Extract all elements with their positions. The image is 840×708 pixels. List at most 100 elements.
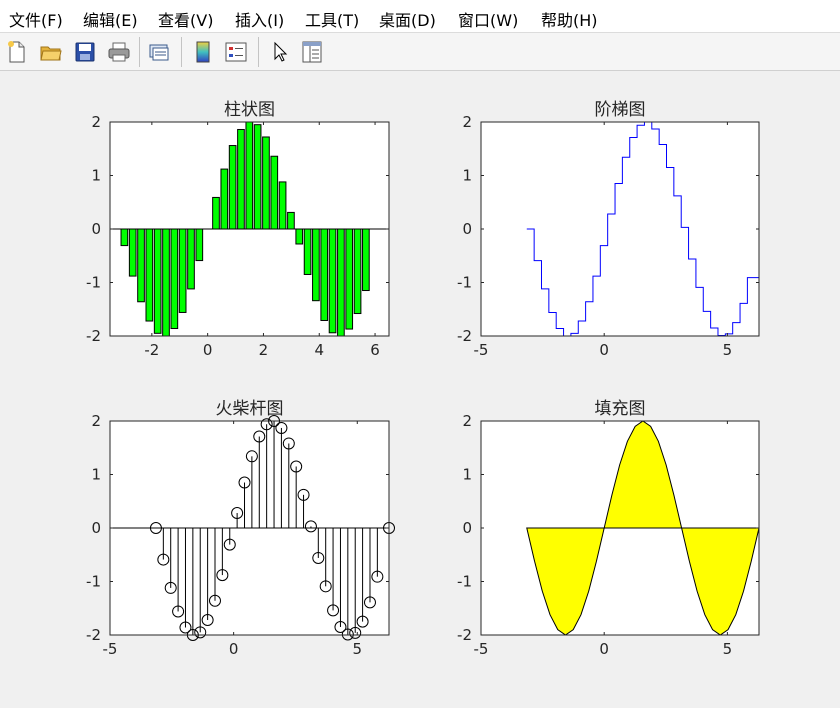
stem-marker — [312, 551, 325, 564]
menu-insert[interactable]: 插入(I) — [235, 11, 285, 30]
bar-mark — [153, 228, 162, 334]
insert-legend-button[interactable] — [222, 38, 250, 66]
stem-marker — [231, 507, 244, 520]
bar-mark — [287, 211, 295, 230]
bar-mark — [245, 122, 254, 230]
stairs-series — [526, 122, 759, 336]
figure-plots: -2 0 2 4 6 -2 -1 0 1 2 柱状图 -5 0 5 -2 -1 0 1 2 阶梯图 -5 0 5 -2 -1 0 1… — [86, 100, 760, 658]
stem-marker — [149, 522, 162, 534]
subplot-4: -5 0 5 -2 -1 0 1 2 填充图 — [457, 399, 760, 658]
bar-mark — [353, 228, 362, 315]
y-tick-label: -1 — [86, 573, 101, 591]
edit-plot-button[interactable] — [266, 38, 294, 66]
x-tick-label: -5 — [103, 640, 118, 658]
y-tick-label: -1 — [457, 274, 472, 292]
stem-marker — [349, 626, 362, 639]
menu-desktop[interactable]: 桌面(D) — [379, 11, 436, 30]
y-tick-label: 1 — [462, 167, 472, 185]
stem-marker — [260, 418, 273, 431]
insert-colorbar-button[interactable] — [189, 38, 217, 66]
menu-tools[interactable]: 工具(T) — [305, 11, 360, 30]
open-file-button[interactable] — [37, 38, 65, 66]
open-folder-icon — [40, 46, 62, 61]
toolbar-separator — [258, 37, 259, 67]
menu-bar: 文件(F) 编辑(E) 查看(V) 插入(I) 工具(T) 桌面(D) 窗口(W… — [0, 0, 840, 33]
y-tick-label: 0 — [462, 220, 472, 238]
stem-marker — [297, 488, 310, 501]
plot-content — [526, 421, 759, 635]
bar-mark — [328, 228, 337, 334]
bar-mark — [162, 228, 170, 336]
stem-marker — [371, 570, 384, 583]
x-tick-label: 6 — [370, 341, 380, 359]
colorbar-icon — [196, 41, 210, 63]
x-tick-label: 2 — [259, 341, 269, 359]
toolbar-separator — [181, 37, 182, 67]
chart-title: 填充图 — [595, 399, 646, 419]
stem-marker — [341, 628, 354, 641]
x-tick-label: -2 — [144, 341, 159, 359]
y-tick-label: 2 — [91, 412, 101, 430]
stem-marker — [172, 605, 185, 618]
bar-mark — [320, 228, 329, 321]
x-tick-label: 5 — [723, 640, 733, 658]
legend-icon — [225, 42, 247, 62]
x-tick-label: 0 — [203, 341, 213, 359]
stem-marker — [164, 581, 177, 594]
stem-marker — [356, 615, 369, 628]
y-tick-label: -2 — [86, 626, 101, 644]
bar-mark — [362, 228, 370, 292]
y-tick-label: -1 — [86, 274, 101, 292]
y-tick-label: -2 — [457, 327, 472, 345]
x-tick-label: -5 — [474, 341, 489, 359]
menu-edit[interactable]: 编辑(E) — [83, 11, 138, 30]
bar-mark — [237, 128, 245, 230]
y-tick-label: 1 — [91, 167, 101, 185]
toolbar-separator — [139, 37, 140, 67]
bar-mark — [253, 124, 262, 230]
bar-mark — [303, 228, 312, 275]
stem-marker — [179, 621, 192, 634]
x-tick-label: 0 — [599, 341, 609, 359]
stem-marker — [201, 614, 214, 627]
plot-content — [526, 122, 759, 336]
chart-title: 火柴杆图 — [216, 399, 284, 419]
property-inspector-icon — [302, 41, 322, 63]
y-tick-label: -2 — [457, 626, 472, 644]
bar-mark — [178, 228, 187, 313]
bar-mark — [262, 136, 270, 230]
stem-marker — [194, 626, 207, 639]
stem-marker — [238, 476, 251, 489]
link-plot-button[interactable] — [145, 38, 173, 66]
save-icon — [75, 42, 95, 62]
chart-title: 阶梯图 — [595, 100, 646, 120]
bar-mark — [145, 228, 154, 322]
y-tick-label: 0 — [91, 220, 101, 238]
x-tick-label: 5 — [723, 341, 733, 359]
x-tick-label: 0 — [229, 640, 239, 658]
menu-file[interactable]: 文件(F) — [9, 11, 63, 30]
subplot-3: -5 0 5 -2 -1 0 1 2 火柴杆图 — [86, 399, 395, 658]
stem-marker — [282, 437, 295, 450]
x-tick-label: 4 — [314, 341, 324, 359]
bar-mark — [270, 155, 279, 230]
menu-help[interactable]: 帮助(H) — [541, 11, 598, 30]
subplot-2: -5 0 5 -2 -1 0 1 2 阶梯图 — [457, 100, 760, 359]
x-tick-label: -5 — [474, 640, 489, 658]
new-figure-button[interactable] — [3, 38, 31, 66]
stem-marker — [245, 450, 258, 463]
print-button[interactable] — [105, 38, 133, 66]
stem-marker — [290, 460, 303, 473]
property-inspector-button[interactable] — [298, 38, 326, 66]
bar-mark — [278, 181, 287, 230]
stem-marker — [327, 604, 340, 617]
menu-view[interactable]: 查看(V) — [158, 11, 214, 30]
save-button[interactable] — [71, 38, 99, 66]
stem-marker — [157, 553, 170, 566]
y-tick-label: 2 — [91, 113, 101, 131]
y-tick-label: 1 — [462, 466, 472, 484]
menu-window[interactable]: 窗口(W) — [458, 11, 519, 30]
bar-mark — [337, 228, 345, 336]
bar-mark — [187, 228, 195, 290]
y-tick-label: 1 — [91, 466, 101, 484]
